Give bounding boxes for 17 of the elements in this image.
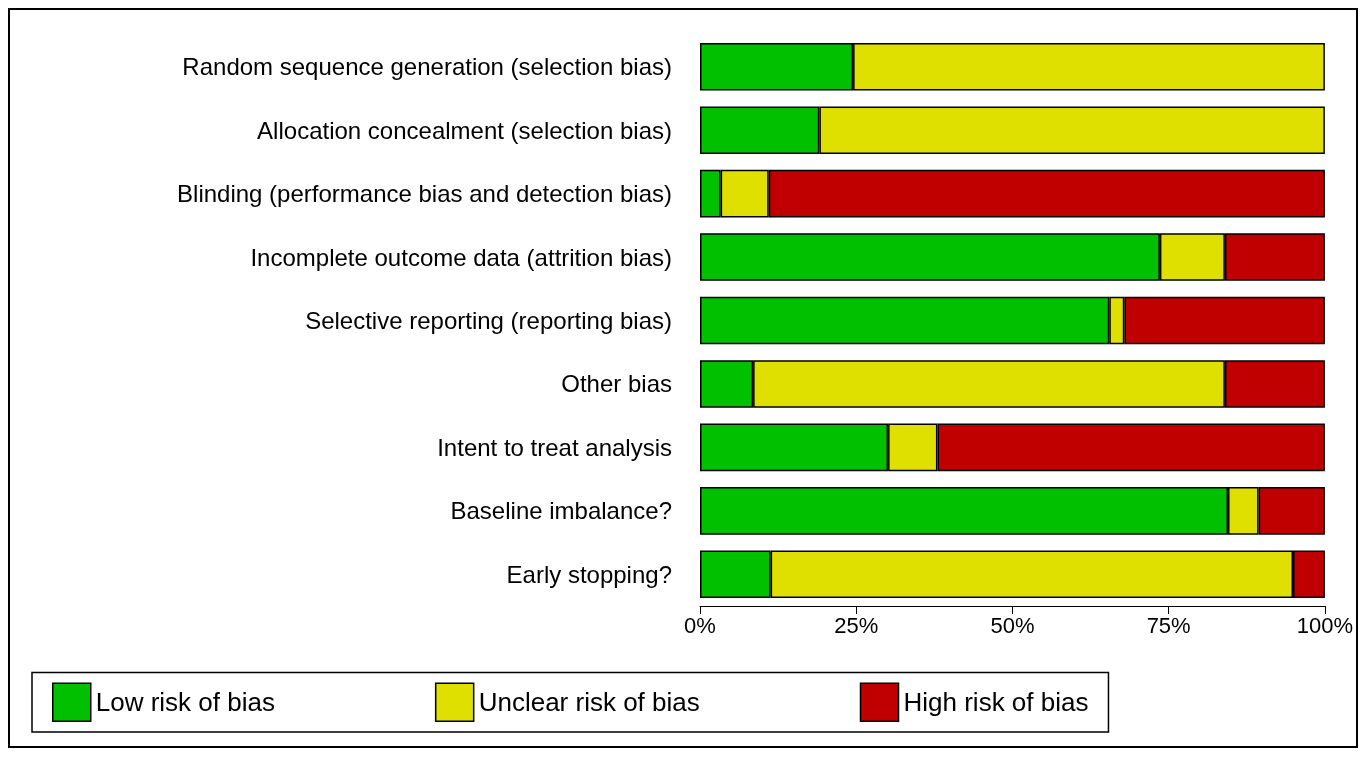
- y-tick-label: Selective reporting (reporting bias): [305, 307, 672, 334]
- y-tick-label: Early stopping?: [506, 560, 672, 588]
- y-tick-label: Incomplete outcome data (attrition bias): [250, 243, 672, 271]
- legend-label: Unclear risk of bias: [478, 687, 700, 718]
- x-tick-label: 50%: [990, 612, 1035, 638]
- legend-label: Low risk of bias: [95, 687, 275, 718]
- y-tick-label: Other bias: [561, 370, 672, 398]
- y-tick-label: Random sequence generation (selection bias): [182, 53, 672, 81]
- x-tick-label: 25%: [834, 612, 879, 638]
- y-tick-label: Blinding (performance bias and detection bias): [177, 180, 672, 208]
- y-tick-label: Intent to treat analysis: [437, 433, 672, 461]
- x-tick-label: 100%: [1296, 612, 1354, 638]
- x-tick-label: 75%: [1146, 612, 1191, 638]
- y-tick-label: Allocation concealment (selection bias): [257, 116, 672, 144]
- x-tick-label: 0%: [684, 612, 716, 638]
- legend-label: High risk of bias: [903, 687, 1089, 718]
- y-tick-label: Baseline imbalance?: [450, 497, 672, 525]
